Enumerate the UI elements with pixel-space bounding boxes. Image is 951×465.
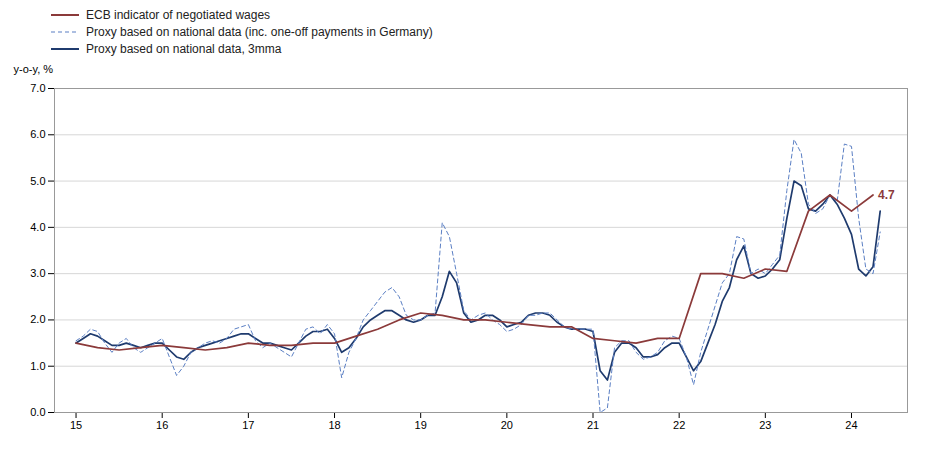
svg-text:21: 21 [587, 419, 599, 431]
svg-text:5.0: 5.0 [30, 175, 45, 187]
svg-text:20: 20 [501, 419, 513, 431]
svg-text:22: 22 [673, 419, 685, 431]
svg-text:23: 23 [759, 419, 771, 431]
svg-text:6.0: 6.0 [30, 128, 45, 140]
html-text:Proxy based on national data (: Proxy based on national data (inc. one-o… [86, 25, 433, 39]
svg-text:2.0: 2.0 [30, 313, 45, 325]
svg-text:y-o-y, %: y-o-y, % [14, 63, 54, 75]
svg-text:15: 15 [70, 419, 82, 431]
html-text:ECB indicator of negotiated wa: ECB indicator of negotiated wages [86, 8, 271, 22]
svg-text:1.0: 1.0 [30, 360, 45, 372]
svg-text:3.0: 3.0 [30, 267, 45, 279]
html-text:Proxy based on national data,: Proxy based on national data, 3mma [86, 42, 282, 56]
svg-text:4.0: 4.0 [30, 221, 45, 233]
svg-text:18: 18 [328, 419, 340, 431]
svg-text:19: 19 [415, 419, 427, 431]
svg-text:17: 17 [242, 419, 254, 431]
svg-text:7.0: 7.0 [30, 82, 45, 94]
svg-text:16: 16 [156, 419, 168, 431]
svg-text:4.7: 4.7 [878, 188, 895, 202]
svg-text:0.0: 0.0 [30, 406, 45, 418]
svg-text:24: 24 [845, 419, 857, 431]
